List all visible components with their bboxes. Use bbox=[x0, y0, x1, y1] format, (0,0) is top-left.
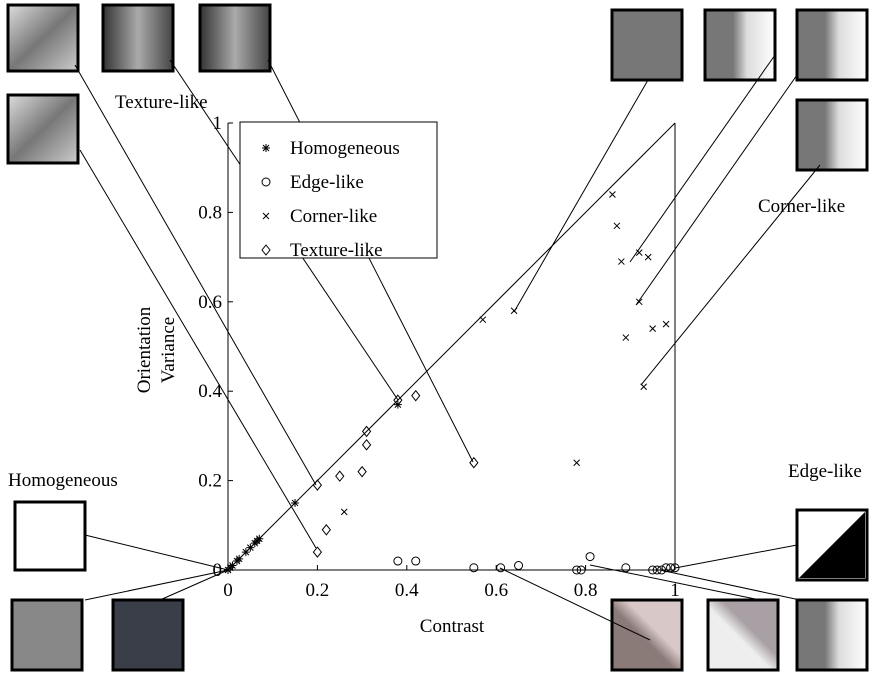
marker bbox=[586, 553, 594, 561]
marker bbox=[255, 535, 263, 543]
patch bbox=[113, 600, 183, 670]
legend-label: Edge-like bbox=[290, 172, 364, 193]
patch bbox=[103, 5, 173, 71]
y-tick-label: 1 bbox=[213, 113, 223, 134]
patch bbox=[708, 600, 778, 670]
marker bbox=[515, 562, 523, 570]
annotation: Corner-like bbox=[758, 196, 845, 217]
patch bbox=[12, 600, 82, 670]
marker bbox=[609, 192, 615, 198]
x-tick-label: 0.4 bbox=[395, 580, 419, 601]
patch bbox=[15, 502, 85, 570]
marker bbox=[645, 254, 651, 260]
chart: Texture-like Corner-like Homogeneous Edg… bbox=[0, 0, 876, 677]
y-tick-label: 0.6 bbox=[198, 292, 222, 313]
patch bbox=[797, 600, 867, 670]
marker bbox=[618, 259, 624, 265]
y-axis-label-line: Orientation bbox=[134, 306, 155, 393]
marker bbox=[412, 557, 420, 565]
patch bbox=[200, 5, 270, 71]
x-tick-label: 1 bbox=[670, 580, 680, 601]
marker bbox=[470, 564, 478, 572]
marker bbox=[511, 308, 517, 314]
annotation: Homogeneous bbox=[8, 470, 118, 491]
patch bbox=[612, 10, 682, 80]
marker bbox=[235, 555, 243, 563]
patch bbox=[8, 95, 78, 163]
legend-marker bbox=[262, 144, 270, 152]
y-tick-label: 0.2 bbox=[198, 471, 222, 492]
marker bbox=[363, 440, 371, 450]
marker bbox=[641, 384, 647, 390]
marker bbox=[394, 557, 402, 565]
marker bbox=[358, 467, 366, 477]
patch bbox=[797, 10, 867, 80]
marker bbox=[622, 564, 630, 572]
marker bbox=[574, 460, 580, 466]
marker bbox=[412, 391, 420, 401]
patch bbox=[612, 600, 682, 670]
x-tick-label: 0.6 bbox=[484, 580, 508, 601]
marker bbox=[497, 564, 505, 572]
annotation: Edge-like bbox=[788, 461, 862, 482]
y-tick-label: 0.4 bbox=[198, 381, 222, 402]
patch bbox=[797, 100, 867, 170]
marker bbox=[341, 509, 347, 515]
y-tick-label: 0.8 bbox=[198, 202, 222, 223]
marker bbox=[663, 321, 669, 327]
marker bbox=[614, 223, 620, 229]
y-tick-label: 0 bbox=[213, 560, 223, 581]
legend-label: Homogeneous bbox=[290, 138, 400, 159]
marker bbox=[322, 525, 330, 535]
x-tick-label: 0.2 bbox=[306, 580, 330, 601]
x-axis-label: Contrast bbox=[420, 616, 485, 637]
plot-area: 0 0.2 0.4 0.6 0.8 1 0 0.2 0.4 0.6 0.8 1 Homogeneous E… bbox=[198, 113, 680, 601]
legend-label: Corner-like bbox=[290, 206, 377, 227]
marker bbox=[313, 547, 321, 557]
y-axis-label-line: Variance bbox=[158, 317, 179, 383]
marker bbox=[336, 471, 344, 481]
y-axis-label: Orientation Variance bbox=[134, 306, 179, 393]
patch bbox=[8, 5, 78, 71]
marker bbox=[480, 317, 486, 323]
marker bbox=[291, 499, 299, 507]
x-tick-label: 0.8 bbox=[574, 580, 598, 601]
x-tick-label: 0 bbox=[223, 580, 233, 601]
legend-label: Texture-like bbox=[290, 240, 383, 261]
leader-lines bbox=[75, 55, 820, 640]
marker bbox=[623, 335, 629, 341]
annotation: Texture-like bbox=[115, 92, 208, 113]
marker bbox=[650, 326, 656, 332]
